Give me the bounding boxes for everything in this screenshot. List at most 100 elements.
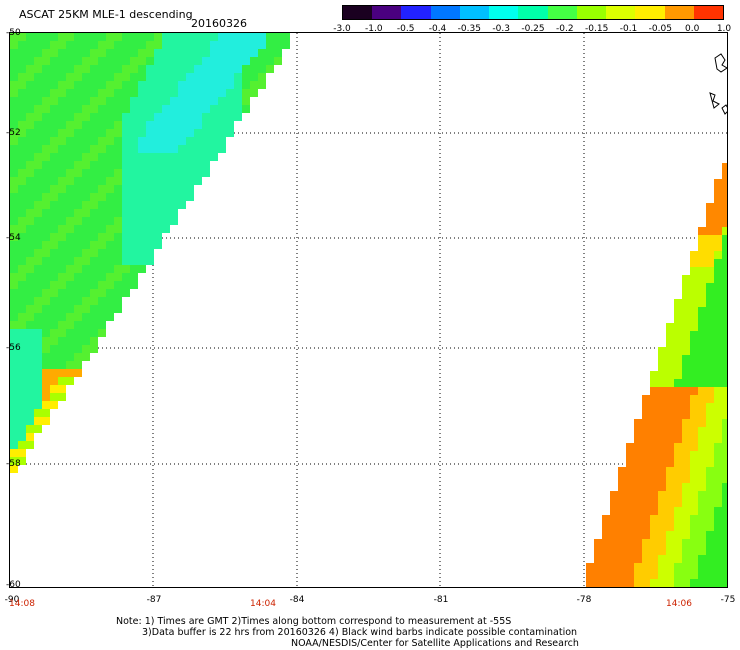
data-cell — [618, 579, 626, 587]
data-cell — [642, 491, 650, 499]
data-cell — [634, 579, 642, 587]
data-cell — [202, 57, 210, 65]
data-cell — [74, 337, 82, 345]
data-cell — [82, 233, 90, 241]
data-cell — [722, 195, 727, 203]
data-cell — [722, 443, 727, 451]
data-cell — [122, 161, 130, 169]
data-cell — [162, 201, 170, 209]
data-cell — [658, 531, 666, 539]
data-cell — [618, 515, 626, 523]
colorbar-swatch — [606, 6, 636, 19]
data-cell — [106, 145, 114, 153]
data-cell — [90, 33, 98, 41]
data-cell — [114, 297, 122, 305]
data-cell — [74, 33, 82, 41]
data-cell — [42, 409, 50, 417]
data-cell — [138, 153, 146, 161]
data-cell — [202, 129, 210, 137]
data-cell — [642, 403, 650, 411]
data-cell — [10, 249, 18, 257]
data-cell — [66, 169, 74, 177]
data-cell — [74, 177, 82, 185]
data-cell — [674, 315, 682, 323]
data-cell — [698, 571, 706, 579]
data-cell — [162, 225, 170, 233]
data-cell — [98, 209, 106, 217]
data-cell — [10, 289, 18, 297]
data-cell — [34, 169, 42, 177]
data-cell — [130, 281, 138, 289]
data-cell — [154, 145, 162, 153]
data-cell — [106, 89, 114, 97]
data-cell — [106, 185, 114, 193]
data-cell — [58, 121, 66, 129]
data-cell — [186, 145, 194, 153]
data-cell — [138, 137, 146, 145]
data-cell — [66, 273, 74, 281]
data-cell — [682, 555, 690, 563]
data-cell — [706, 507, 714, 515]
data-cell — [626, 491, 634, 499]
data-cell — [690, 379, 698, 387]
data-cell — [170, 105, 178, 113]
data-cell — [714, 395, 722, 403]
data-cell — [714, 515, 722, 523]
data-cell — [618, 499, 626, 507]
data-cell — [106, 177, 114, 185]
data-cell — [714, 539, 722, 547]
colorbar-label: 1.0 — [716, 24, 732, 34]
data-cell — [10, 185, 18, 193]
colorbar-label: -0.25 — [521, 24, 545, 34]
data-cell — [66, 297, 74, 305]
data-cell — [26, 329, 34, 337]
data-cell — [26, 57, 34, 65]
data-cell — [26, 137, 34, 145]
data-cell — [658, 483, 666, 491]
data-cell — [682, 411, 690, 419]
data-cell — [682, 571, 690, 579]
data-cell — [74, 129, 82, 137]
data-cell — [106, 121, 114, 129]
data-cell — [650, 371, 658, 379]
data-cell — [130, 121, 138, 129]
data-cell — [34, 289, 42, 297]
data-cell — [42, 89, 50, 97]
data-cell — [722, 371, 727, 379]
data-cell — [26, 393, 34, 401]
data-cell — [258, 81, 266, 89]
data-cell — [706, 563, 714, 571]
data-cell — [122, 121, 130, 129]
data-cell — [202, 81, 210, 89]
data-cell — [34, 57, 42, 65]
data-cell — [50, 97, 58, 105]
data-cell — [146, 249, 154, 257]
data-cell — [666, 467, 674, 475]
data-cell — [98, 113, 106, 121]
data-cell — [698, 363, 706, 371]
data-cell — [34, 305, 42, 313]
data-cell — [714, 427, 722, 435]
data-cell — [170, 113, 178, 121]
data-cell — [122, 241, 130, 249]
data-cell — [722, 419, 727, 427]
data-cell — [34, 401, 42, 409]
data-cell — [586, 571, 594, 579]
data-cell — [594, 547, 602, 555]
data-cell — [706, 339, 714, 347]
data-cell — [170, 185, 178, 193]
data-cell — [58, 33, 66, 41]
data-cell — [714, 323, 722, 331]
data-cell — [642, 515, 650, 523]
data-cell — [122, 265, 130, 273]
data-cell — [682, 387, 690, 395]
data-cell — [50, 57, 58, 65]
data-cell — [18, 265, 26, 273]
data-cell — [618, 587, 626, 588]
colorbar-swatch — [489, 6, 519, 19]
data-cell — [722, 499, 727, 507]
data-cell — [106, 257, 114, 265]
data-cell — [34, 129, 42, 137]
data-cell — [106, 169, 114, 177]
data-cell — [98, 193, 106, 201]
